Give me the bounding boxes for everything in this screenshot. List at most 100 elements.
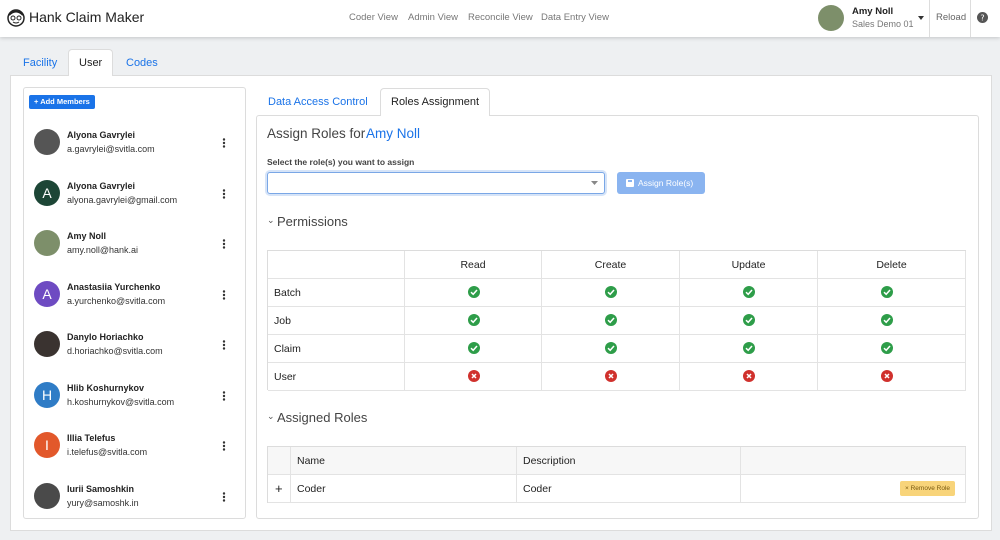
nav-link[interactable]: Reconcile View <box>468 12 533 23</box>
allowed-icon <box>743 342 755 354</box>
member-menu[interactable] <box>222 138 226 148</box>
member-menu[interactable] <box>222 491 226 502</box>
avatar <box>34 230 60 256</box>
assign-heading: Assign Roles for <box>267 126 366 141</box>
member-name: Alyona Gavrylei <box>67 130 136 140</box>
member-menu[interactable] <box>222 188 226 199</box>
allowed-icon <box>467 342 480 354</box>
role-description: Coder <box>517 475 741 503</box>
assign-user: Amy Noll <box>366 126 421 141</box>
member-name: Amy Noll <box>67 231 107 241</box>
help-icon[interactable]: ? <box>977 12 988 23</box>
denied-icon <box>743 370 755 382</box>
member-menu[interactable] <box>222 340 226 350</box>
nav-link[interactable]: Data Entry View <box>541 12 609 23</box>
user-org: Sales Demo 01 <box>852 19 914 29</box>
member-menu[interactable] <box>222 289 226 300</box>
member-name: Alyona Gavrylei <box>67 180 136 191</box>
select-label: Select the role(s) you want to assign <box>267 157 415 167</box>
user-name: Amy Noll <box>852 6 894 17</box>
allowed-icon <box>881 286 893 298</box>
row-label: User <box>268 363 405 391</box>
cell <box>680 363 818 391</box>
user-avatar <box>818 5 844 31</box>
cell <box>542 307 680 335</box>
header-cell <box>741 447 966 475</box>
allowed-icon <box>467 314 480 326</box>
chevron[interactable]: ⌄ <box>267 215 275 225</box>
member-email: a.yurchenko@svitla.com <box>67 295 166 306</box>
nav-link[interactable]: Admin View <box>408 12 458 23</box>
header-cell <box>268 447 291 475</box>
header: Hank Claim Maker Amy Noll Sales Demo 01 … <box>0 0 1000 37</box>
tab[interactable]: User <box>68 49 114 76</box>
member-name: Iurii Samoshkin <box>67 483 135 494</box>
allowed-icon <box>743 286 755 298</box>
column-header <box>268 251 405 279</box>
logo <box>7 9 25 27</box>
section-title: Assigned Roles <box>277 410 368 425</box>
panel-tab[interactable]: Roles Assignment <box>380 88 491 116</box>
cell <box>680 279 818 307</box>
role-name: Coder <box>291 475 517 503</box>
add-members-button[interactable]: + Add Members <box>29 95 95 109</box>
avatar <box>34 482 60 509</box>
member-menu[interactable] <box>222 390 226 401</box>
cell <box>680 335 818 363</box>
cell <box>405 363 542 391</box>
cell <box>818 363 966 391</box>
cell <box>542 279 680 307</box>
allowed-icon <box>605 342 617 354</box>
allowed-icon <box>743 314 755 326</box>
cell <box>542 335 680 363</box>
member-menu[interactable] <box>222 239 226 249</box>
row-label: Job <box>268 307 405 335</box>
avatar: H <box>34 381 60 408</box>
avatar: A <box>34 280 60 307</box>
table-frame <box>267 446 966 503</box>
chevron[interactable]: ⌄ <box>267 411 275 421</box>
save-icon <box>626 179 634 187</box>
denied-icon <box>605 370 617 382</box>
cell <box>542 363 680 391</box>
member-email: d.horiachko@svitla.com <box>67 346 163 356</box>
member-menu[interactable] <box>222 441 226 451</box>
cell <box>405 279 542 307</box>
member-email: alyona.gavrylei@gmail.com <box>67 194 178 205</box>
expand-toggle[interactable]: + <box>268 475 291 503</box>
divider <box>970 0 971 37</box>
assign-button[interactable]: Assign Role(s) <box>617 172 705 194</box>
allowed-icon <box>605 286 617 298</box>
nav-link[interactable]: Coder View <box>349 12 398 23</box>
cell <box>818 335 966 363</box>
reload[interactable]: Reload <box>936 12 967 23</box>
panel-tab[interactable]: Data Access Control <box>268 96 368 108</box>
user-caret[interactable] <box>918 16 924 20</box>
cell <box>741 475 966 503</box>
remove-role-button[interactable]: × Remove Role <box>900 481 955 496</box>
role-select[interactable] <box>267 172 605 194</box>
tab[interactable]: Codes <box>126 57 158 69</box>
member-email: yury@samoshk.in <box>67 497 139 508</box>
assign-button-label: Assign Role(s) <box>638 178 694 188</box>
svg-text:?: ? <box>980 14 984 23</box>
allowed-icon <box>881 342 893 354</box>
app-name: Hank Claim Maker <box>29 9 145 25</box>
avatar: A <box>34 179 60 206</box>
allowed-icon <box>881 314 893 326</box>
allowed-icon <box>467 286 480 298</box>
avatar <box>34 331 60 357</box>
section-title: Permissions <box>277 214 348 229</box>
column-header: Read <box>405 251 542 279</box>
row-label: Claim <box>268 335 405 363</box>
denied-icon <box>881 370 893 382</box>
member-name: Anastasiia Yurchenko <box>67 281 161 292</box>
column-header: Update <box>680 251 818 279</box>
column-header: Delete <box>818 251 966 279</box>
column-header: Name <box>291 447 517 475</box>
tab[interactable]: Facility <box>23 57 58 69</box>
divider <box>929 0 930 37</box>
cell <box>405 307 542 335</box>
select-caret <box>591 181 598 185</box>
